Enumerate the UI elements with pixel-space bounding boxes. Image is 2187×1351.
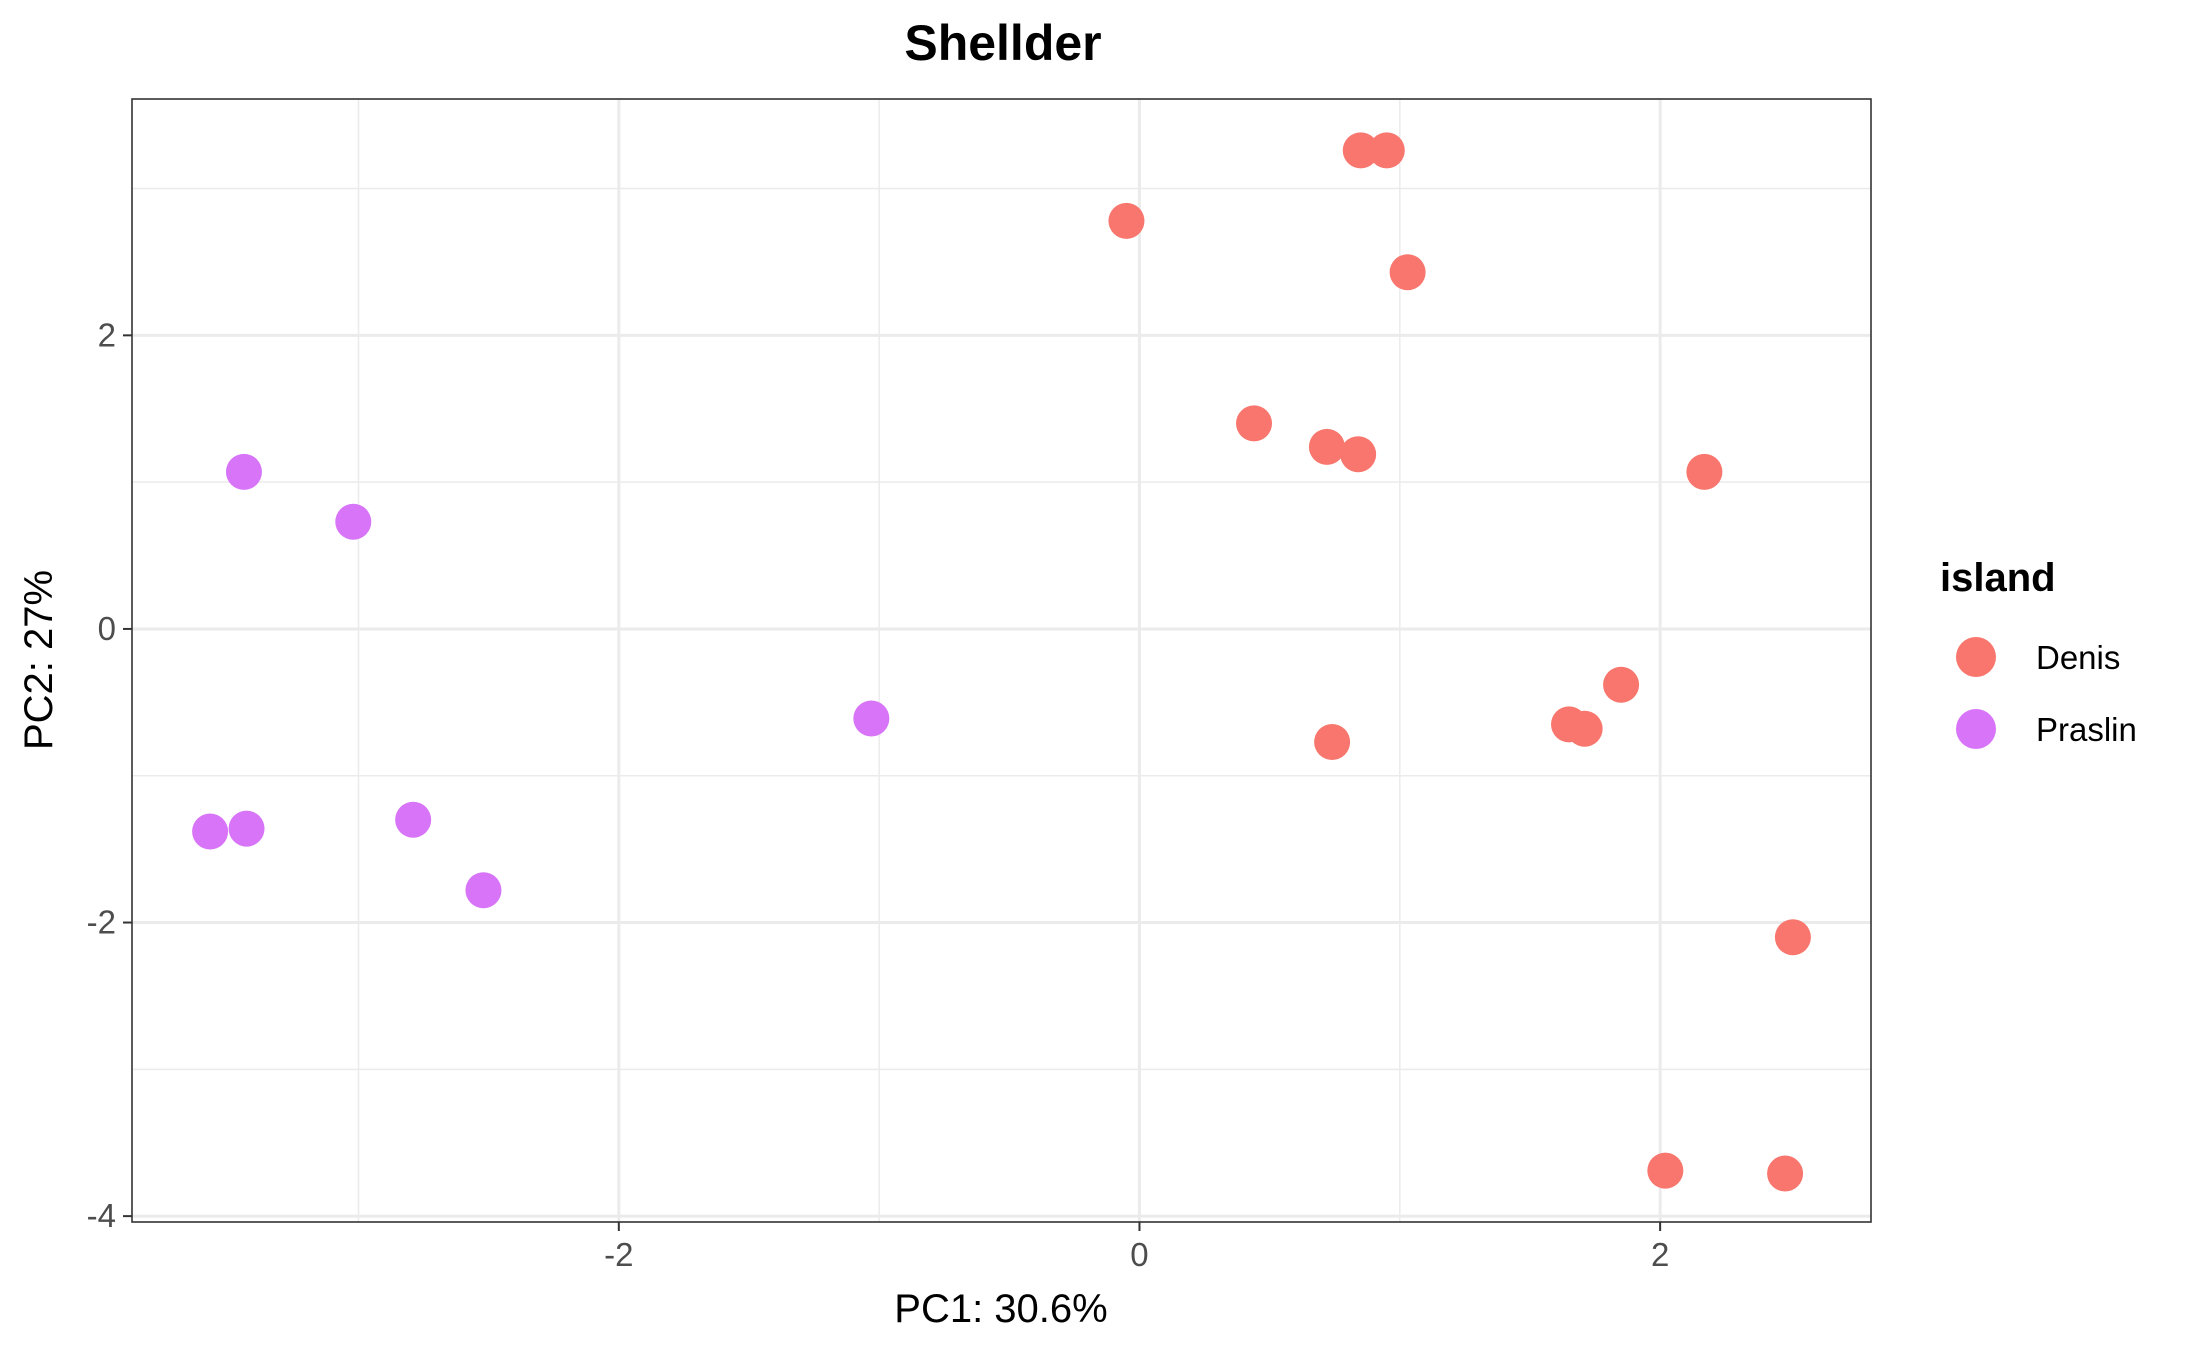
praslin-point bbox=[192, 813, 229, 850]
praslin-point bbox=[465, 872, 502, 909]
praslin-point bbox=[853, 700, 890, 737]
denis-point bbox=[1767, 1155, 1804, 1192]
data-points bbox=[192, 132, 1811, 1192]
praslin-point bbox=[395, 801, 432, 838]
legend-label-denis: Denis bbox=[2036, 639, 2120, 676]
x-axis: -2 0 2 bbox=[604, 1222, 1669, 1273]
denis-point bbox=[1647, 1152, 1684, 1189]
x-tick-label: 2 bbox=[1651, 1236, 1669, 1273]
denis-point bbox=[1368, 132, 1405, 169]
legend-items: Denis Praslin bbox=[1956, 637, 2137, 749]
y-axis: -4 -2 0 2 bbox=[87, 316, 132, 1234]
x-tick-label: -2 bbox=[604, 1236, 633, 1273]
legend-key-denis bbox=[1956, 637, 1996, 677]
praslin-point bbox=[225, 453, 262, 490]
denis-point bbox=[1566, 710, 1603, 747]
denis-point bbox=[1340, 436, 1377, 473]
chart-title: Shellder bbox=[904, 15, 1101, 71]
denis-point bbox=[1686, 453, 1723, 490]
legend: island Denis Praslin bbox=[1940, 556, 2137, 749]
y-tick-label: 2 bbox=[98, 316, 116, 353]
denis-point bbox=[1342, 132, 1379, 169]
denis-point bbox=[1236, 405, 1273, 442]
panel-background bbox=[132, 99, 1871, 1222]
legend-label-praslin: Praslin bbox=[2036, 711, 2137, 748]
y-tick-label: -2 bbox=[87, 904, 116, 941]
legend-title: island bbox=[1940, 556, 2056, 600]
major-gridlines bbox=[132, 99, 1871, 1222]
x-tick-label: 0 bbox=[1130, 1236, 1148, 1273]
plot-panel bbox=[131, 98, 1872, 1223]
panel-border bbox=[131, 98, 1872, 1223]
x-axis-title: PC1: 30.6% bbox=[894, 1287, 1107, 1331]
denis-point bbox=[1774, 919, 1811, 956]
y-tick-label: 0 bbox=[98, 610, 116, 647]
denis-point bbox=[1603, 666, 1640, 703]
denis-point bbox=[1389, 254, 1426, 291]
praslin-point bbox=[228, 810, 265, 847]
legend-key-praslin bbox=[1956, 709, 1996, 749]
denis-point bbox=[1314, 723, 1351, 760]
praslin-point bbox=[335, 503, 372, 540]
denis-point bbox=[1108, 202, 1145, 239]
y-tick-label: -4 bbox=[87, 1197, 116, 1234]
y-axis-title: PC2: 27% bbox=[17, 570, 61, 750]
denis-point bbox=[1308, 428, 1345, 465]
